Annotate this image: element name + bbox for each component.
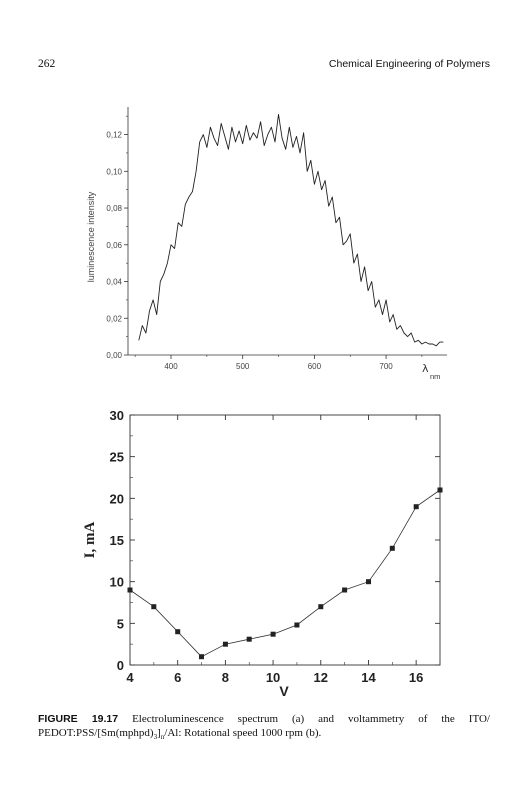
chart-a-x-tick-label: 400	[164, 362, 178, 371]
chart-b-ylabel: I, mA	[82, 522, 98, 559]
chart-b-frame	[129, 414, 441, 666]
electroluminescence-spectrum-chart: 0,00 0,02 0,04 0,06 0,08 0,10 0,12 400 500 600 700…	[86, 107, 447, 381]
chart-b-y-tick-label: 30	[110, 408, 124, 423]
chart-a-y-tick-label: 0,06	[106, 241, 122, 250]
data-point-marker	[246, 636, 252, 642]
data-point-marker	[389, 545, 395, 551]
current-voltage-line	[129, 489, 441, 658]
caption-text: Electroluminescence spectrum (a) and vol…	[38, 713, 490, 739]
chart-a-ylabel: luminescence intensity	[86, 191, 96, 282]
chart-b-x-tick-label: 4	[126, 670, 134, 685]
chart-b-x-tick-label: 16	[409, 670, 423, 685]
chart-b-y-tick-label: 15	[110, 533, 124, 548]
chart-b-x-tick-label: 14	[361, 670, 376, 685]
chart-b-markers	[127, 487, 443, 660]
chart-b-y-tick-label: 25	[110, 450, 124, 465]
data-point-marker	[175, 629, 181, 635]
chart-a-y-tick-label: 0,00	[106, 351, 122, 360]
chart-a-y-tick-label: 0,02	[106, 314, 122, 323]
chart-a-y-tick-label: 0,12	[106, 131, 122, 140]
chart-a-axes: 0,00 0,02 0,04 0,06 0,08 0,10 0,12 400 500 600 700	[106, 107, 447, 371]
chart-a-xlabel-symbol: λ	[422, 362, 429, 375]
data-point-marker	[318, 604, 324, 610]
chart-a-y-tick-label: 0,10	[106, 167, 122, 176]
chart-b-x-tick-label: 12	[314, 670, 328, 685]
data-point-marker	[222, 641, 228, 647]
chart-b-y-tick-label: 0	[117, 658, 124, 673]
caption-sub-n: n	[160, 733, 165, 742]
figure-label: FIGURE 19.17	[38, 713, 119, 725]
spectrum-line	[138, 113, 444, 347]
data-point-marker	[199, 654, 204, 660]
chart-a-y-tick-label: 0,08	[106, 204, 122, 213]
figure-caption: FIGURE 19.17 Electroluminescence spectru…	[38, 713, 490, 742]
chart-a-xlabel-unit: nm	[430, 372, 440, 381]
chart-b-y-tick-label: 5	[117, 616, 124, 631]
caption-sub-3: 3	[153, 733, 158, 742]
data-point-marker	[413, 504, 419, 510]
page-header: 262 Chemical Engineering of Polymers	[38, 58, 490, 74]
voltammetry-chart: 0 5 10 15 20 25 30 4 6 8 10 12 14 16 I, mA V	[82, 408, 443, 699]
chart-b-axes: 0 5 10 15 20 25 30 4 6 8 10 12 14 16	[110, 408, 441, 685]
chart-b-y-tick-label: 20	[110, 491, 124, 506]
chart-a-x-tick-label: 500	[236, 362, 250, 371]
chart-b-x-tick-label: 6	[174, 670, 181, 685]
data-point-marker	[151, 604, 157, 610]
data-point-marker	[127, 587, 133, 593]
page-number: 262	[38, 58, 56, 70]
running-head-title: Chemical Engineering of Polymers	[328, 58, 490, 70]
data-point-marker	[342, 587, 348, 593]
data-point-marker	[294, 622, 300, 628]
data-point-marker	[437, 487, 443, 493]
caption-text-end: /Al: Rotational speed 1000 rpm (b).	[164, 727, 322, 739]
chart-a-x-tick-label: 700	[379, 362, 393, 371]
chart-a-x-tick-label: 600	[308, 362, 322, 371]
chart-b-x-tick-label: 10	[266, 670, 280, 685]
data-point-marker	[366, 579, 371, 585]
chart-b-x-tick-label: 8	[222, 670, 229, 685]
chart-a-y-tick-label: 0,04	[106, 278, 122, 287]
chart-b-xlabel: V	[279, 683, 289, 699]
chart-b-y-tick-label: 10	[110, 575, 124, 590]
data-point-marker	[270, 631, 276, 637]
